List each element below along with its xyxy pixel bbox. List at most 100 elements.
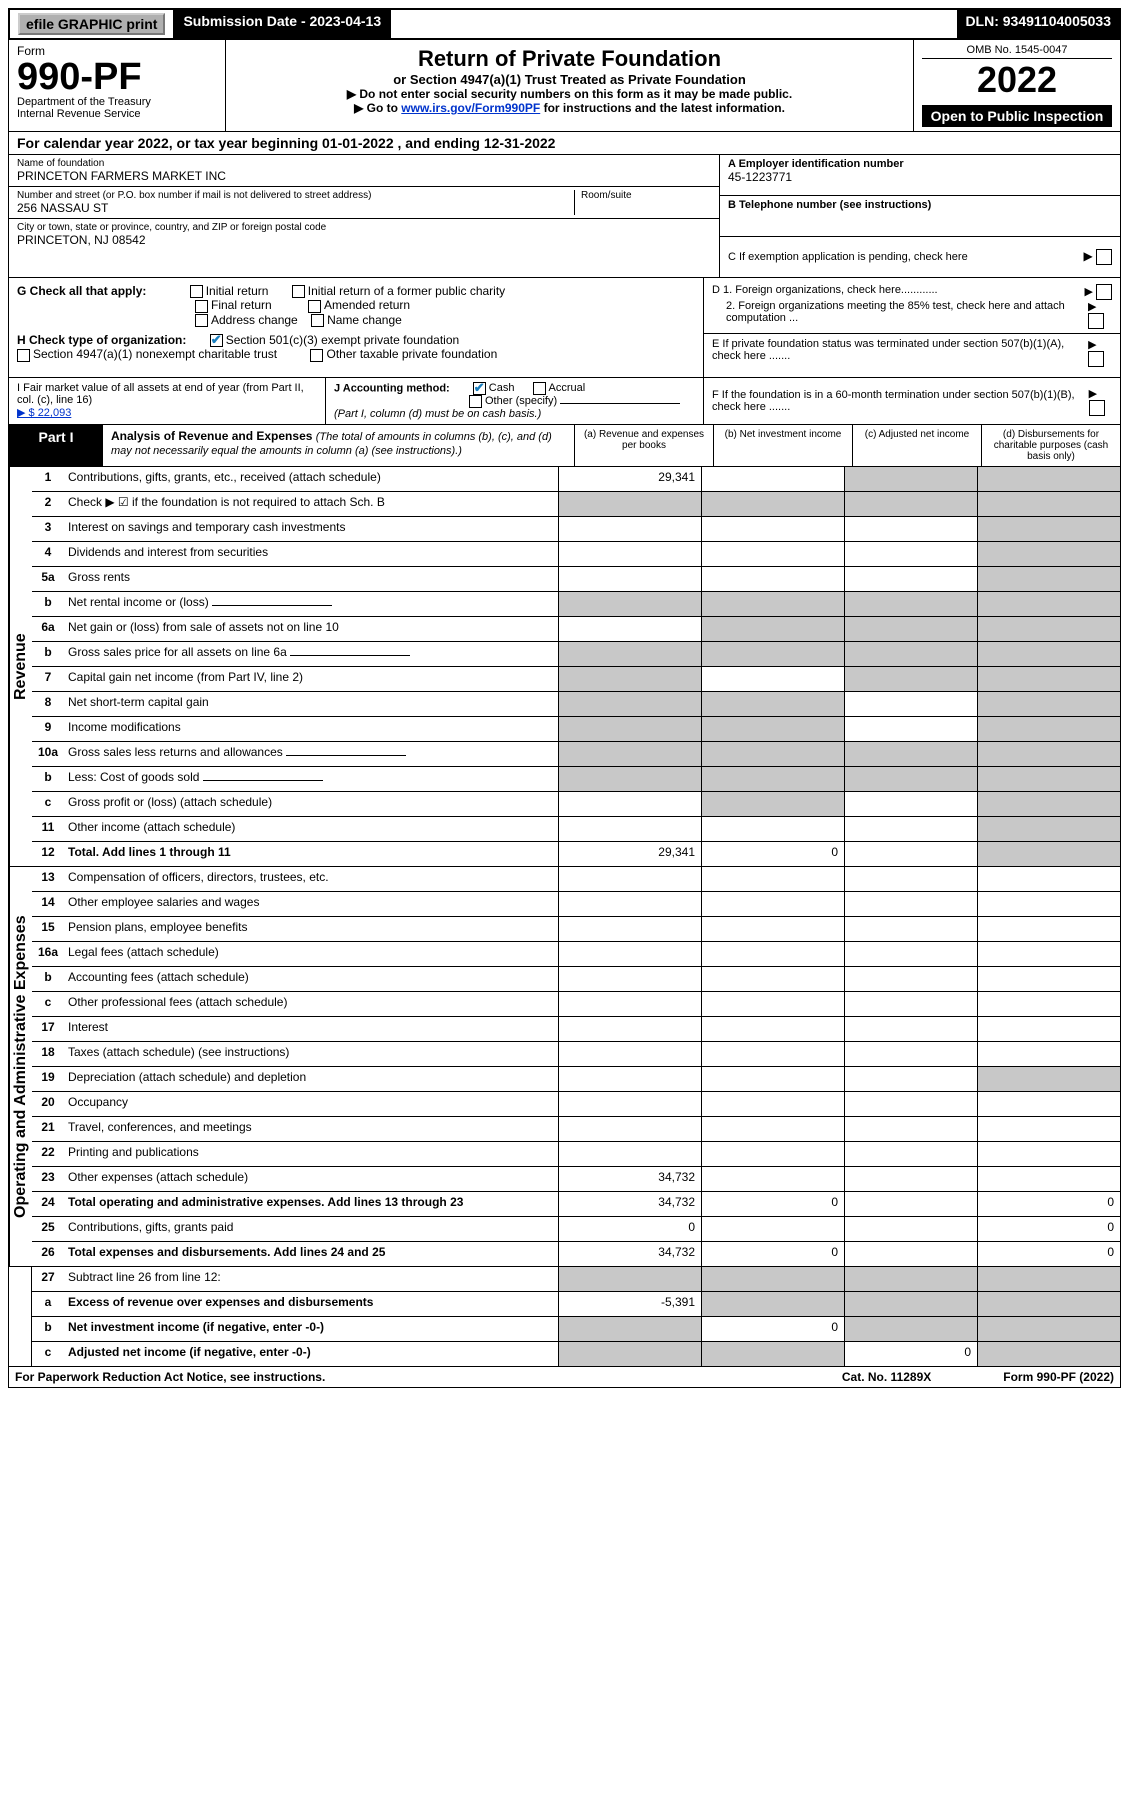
g-name-checkbox[interactable] <box>311 314 324 327</box>
h-4947-checkbox[interactable] <box>17 349 30 362</box>
cell-b <box>701 742 844 766</box>
j-cash-label: Cash <box>489 382 515 394</box>
j-cash-checkbox[interactable] <box>473 382 486 395</box>
cell <box>558 492 701 516</box>
j-other-checkbox[interactable] <box>469 395 482 408</box>
table-row: 16aLegal fees (attach schedule) <box>32 942 1120 967</box>
g-initial-checkbox[interactable] <box>190 285 203 298</box>
cell-b <box>701 567 844 591</box>
instructions-link[interactable]: www.irs.gov/Form990PF <box>401 101 540 115</box>
instr-1: ▶ Do not enter social security numbers o… <box>236 87 903 101</box>
c-label: C If exemption application is pending, c… <box>728 251 968 263</box>
dln: DLN: 93491104005033 <box>957 10 1119 38</box>
cell-d: 0 <box>977 1217 1120 1241</box>
addr-label: Number and street (or P.O. box number if… <box>17 190 574 201</box>
d2-checkbox[interactable] <box>1088 313 1104 329</box>
line-description: Accounting fees (attach schedule) <box>64 967 558 991</box>
inline-input[interactable] <box>290 655 410 656</box>
efile-button[interactable]: efile GRAPHIC print <box>18 13 165 35</box>
dept-label: Department of the Treasury <box>17 96 217 108</box>
g-address-checkbox[interactable] <box>195 314 208 327</box>
g-opt-0: Initial return <box>206 284 269 298</box>
i-value-link[interactable]: ▶ $ 22,093 <box>17 407 71 419</box>
e-label: E If private foundation status was termi… <box>712 338 1088 367</box>
g-initial-former-checkbox[interactable] <box>292 285 305 298</box>
cell-d <box>977 792 1120 816</box>
i-label: I Fair market value of all assets at end… <box>17 382 304 406</box>
j-block: J Accounting method: Cash Accrual Other … <box>326 378 704 424</box>
table-row: 4Dividends and interest from securities <box>32 542 1120 567</box>
cell-d <box>977 642 1120 666</box>
cell-a: 29,341 <box>558 842 701 866</box>
c-checkbox[interactable] <box>1096 249 1112 265</box>
expense-rows: 13Compensation of officers, directors, t… <box>32 867 1120 1266</box>
line-description: Travel, conferences, and meetings <box>64 1117 558 1141</box>
cell-d <box>977 767 1120 791</box>
cell-c <box>844 592 977 616</box>
cell-c <box>844 692 977 716</box>
cell-a <box>558 617 701 641</box>
org-info-block: Name of foundation PRINCETON FARMERS MAR… <box>8 155 1121 278</box>
cell-d <box>977 667 1120 691</box>
line-description: Compensation of officers, directors, tru… <box>64 867 558 891</box>
table-row: 2Check ▶ ☑ if the foundation is not requ… <box>32 492 1120 517</box>
inline-input[interactable] <box>286 755 406 756</box>
f-checkbox[interactable] <box>1089 400 1105 416</box>
cell-d <box>977 1092 1120 1116</box>
inline-input[interactable] <box>212 605 332 606</box>
cell-d <box>977 467 1120 491</box>
line-number: b <box>32 642 64 666</box>
cell-b <box>701 1342 844 1366</box>
line-number: 9 <box>32 717 64 741</box>
h-501c3-checkbox[interactable] <box>210 334 223 347</box>
g-final-checkbox[interactable] <box>195 300 208 313</box>
cell-d: 0 <box>977 1192 1120 1216</box>
line-number: 2 <box>32 492 64 516</box>
cell-a <box>558 792 701 816</box>
cell-d <box>977 1017 1120 1041</box>
cell-c: 0 <box>844 1342 977 1366</box>
cell-a <box>558 1142 701 1166</box>
e-checkbox[interactable] <box>1088 351 1104 367</box>
j-other-input[interactable] <box>560 403 680 404</box>
cell-a <box>558 1017 701 1041</box>
line-description: Net short-term capital gain <box>64 692 558 716</box>
cell-a <box>558 767 701 791</box>
cell-c <box>844 1167 977 1191</box>
cell-c <box>844 542 977 566</box>
h-other-checkbox[interactable] <box>310 349 323 362</box>
cell-d <box>977 1292 1120 1316</box>
g-opt-4: Address change <box>211 313 298 327</box>
cell-b <box>701 767 844 791</box>
cell-b <box>701 792 844 816</box>
tax-year: 2022 <box>922 59 1112 101</box>
revenue-rows: 1Contributions, gifts, grants, etc., rec… <box>32 467 1120 866</box>
h-opt-1: Section 501(c)(3) exempt private foundat… <box>226 333 459 347</box>
line-description: Gross profit or (loss) (attach schedule) <box>64 792 558 816</box>
line-description: Total operating and administrative expen… <box>64 1192 558 1216</box>
cell-d <box>977 717 1120 741</box>
cell-b: 0 <box>701 1192 844 1216</box>
cell-a <box>558 1267 701 1291</box>
bottom-rows: 27Subtract line 26 from line 12:aExcess … <box>32 1267 1120 1366</box>
line-description: Gross rents <box>64 567 558 591</box>
cell-d <box>977 817 1120 841</box>
form-title: Return of Private Foundation <box>236 46 903 72</box>
cell-a <box>558 642 701 666</box>
line-description: Total expenses and disbursements. Add li… <box>64 1242 558 1266</box>
line-description: Total. Add lines 1 through 11 <box>64 842 558 866</box>
cell-d <box>977 967 1120 991</box>
line-description: Other income (attach schedule) <box>64 817 558 841</box>
line-number: 17 <box>32 1017 64 1041</box>
ein-label: A Employer identification number <box>728 158 1112 170</box>
j-accrual-checkbox[interactable] <box>533 382 546 395</box>
revenue-section: Revenue 1Contributions, gifts, grants, e… <box>8 467 1121 867</box>
inline-input[interactable] <box>203 780 323 781</box>
line-description: Capital gain net income (from Part IV, l… <box>64 667 558 691</box>
d1-checkbox[interactable] <box>1096 284 1112 300</box>
cell-a <box>558 967 701 991</box>
g-amended-checkbox[interactable] <box>308 300 321 313</box>
ijf-block: I Fair market value of all assets at end… <box>8 378 1121 425</box>
form-subtitle: or Section 4947(a)(1) Trust Treated as P… <box>236 72 903 87</box>
cell-d <box>977 617 1120 641</box>
